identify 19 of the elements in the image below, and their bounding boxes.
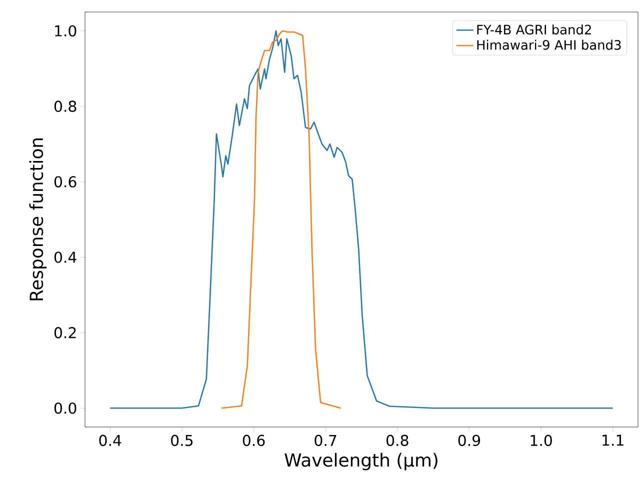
line-series: [220, 30, 342, 409]
x-tick-label: 0.8: [386, 434, 408, 446]
y-tick-label: 0.0: [54, 402, 76, 414]
y-tick-label: 0.6: [54, 176, 76, 188]
y-tick-label: 0.2: [54, 327, 76, 338]
x-tick-label: 0.4: [99, 434, 122, 446]
legend-label: Himawari-9 AHI band3: [477, 40, 621, 50]
y-axis-title: Response function: [29, 138, 47, 300]
x-axis-title: Wavelength (μm): [284, 452, 438, 470]
x-tick-label: 1.1: [602, 434, 624, 446]
x-tick-label: 0.7: [314, 434, 336, 446]
y-tick-label: 1.0: [55, 25, 76, 37]
x-tick-label: 0.9: [458, 434, 480, 446]
x-tick-label: 0.5: [171, 434, 193, 446]
y-tick-label: 0.8: [54, 100, 76, 112]
y-tick-label: 0.4: [54, 252, 76, 263]
legend-label: FY-4B AGRI band2: [477, 24, 591, 35]
x-tick-label: 0.6: [242, 434, 265, 446]
x-tick-label: 1.0: [530, 434, 552, 446]
